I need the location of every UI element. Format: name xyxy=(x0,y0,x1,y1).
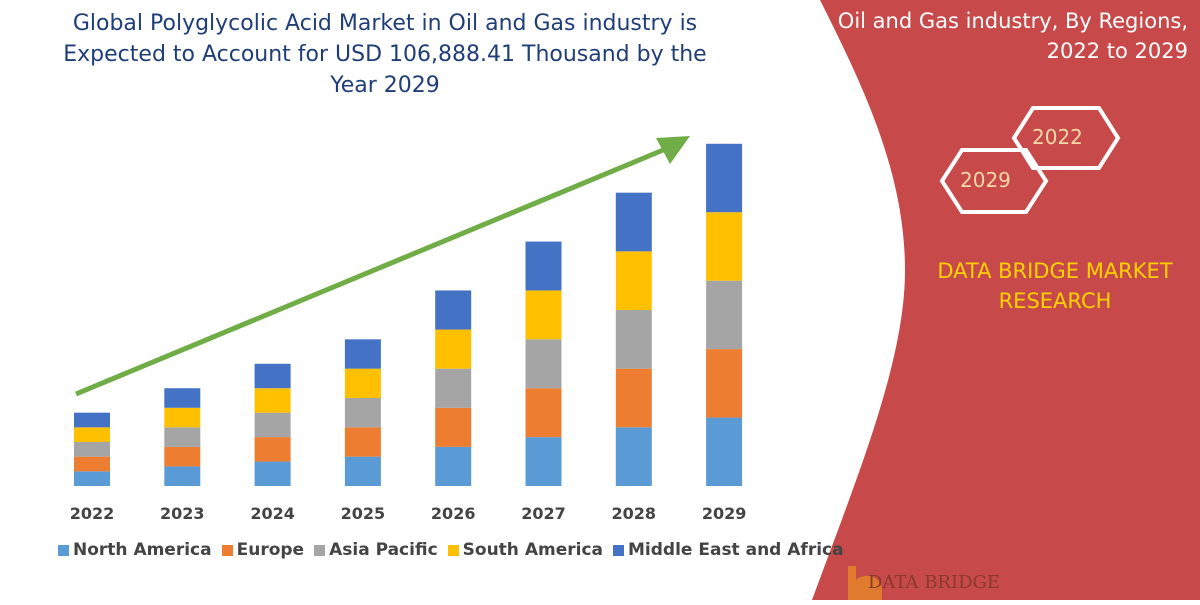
bar-segment-2023-1 xyxy=(164,446,201,467)
legend-item: North America xyxy=(58,540,212,560)
bar-segment-2025-2 xyxy=(344,398,381,428)
bar-segment-2029-0 xyxy=(706,417,743,486)
legend-swatch xyxy=(221,544,233,556)
trend-arrow-icon xyxy=(656,136,690,164)
bar-segment-2025-1 xyxy=(344,427,381,457)
bar-segment-2029-4 xyxy=(706,143,743,213)
bar-segment-2027-1 xyxy=(525,388,562,438)
chart-title: Global Polyglycolic Acid Market in Oil a… xyxy=(63,11,707,98)
bar-segment-2028-1 xyxy=(615,368,652,428)
bar-segment-2026-3 xyxy=(435,329,472,369)
bar-segment-2028-3 xyxy=(615,251,652,310)
bar-segment-2022-3 xyxy=(74,427,110,442)
bar-segment-2023-4 xyxy=(164,388,201,408)
bar-segment-2029-2 xyxy=(706,280,743,350)
bar-segment-2029-1 xyxy=(706,349,743,418)
bar-segment-2023-0 xyxy=(164,466,201,486)
hex-label-2022: 2022 xyxy=(1032,125,1083,149)
bar-segment-2028-4 xyxy=(615,192,652,252)
bar-segment-2022-0 xyxy=(74,471,110,486)
bar-segment-2027-4 xyxy=(525,241,562,291)
legend-item: South America xyxy=(447,540,603,560)
hexagon-2029-icon xyxy=(939,148,1049,214)
bar-segment-2022-1 xyxy=(74,456,110,472)
brand-line1: DATA BRIDGE MARKET xyxy=(937,259,1173,283)
bar-segment-2026-4 xyxy=(435,290,472,330)
x-tick-label: 2024 xyxy=(250,504,295,523)
legend-item: Europe xyxy=(221,540,305,560)
hex-label-2029: 2029 xyxy=(960,168,1011,192)
bar-segment-2026-2 xyxy=(435,368,472,408)
bar-segment-2027-3 xyxy=(525,290,562,340)
bar-segment-2022-4 xyxy=(74,412,110,428)
brand-line2: RESEARCH xyxy=(998,289,1112,313)
x-tick-label: 2022 xyxy=(70,504,115,523)
legend-swatch xyxy=(447,544,459,556)
x-tick-label: 2026 xyxy=(431,504,476,523)
bar-segment-2024-2 xyxy=(254,412,291,438)
legend-label: Europe xyxy=(236,540,305,560)
legend-label: North America xyxy=(73,540,212,560)
x-tick-label: 2027 xyxy=(521,504,566,523)
x-tick-label: 2029 xyxy=(702,504,747,523)
right-heading-line1: Oil and Gas industry, By Regions, xyxy=(837,9,1188,33)
bar-segment-2025-3 xyxy=(344,368,381,398)
legend-swatch xyxy=(58,544,69,556)
bar-segment-2024-1 xyxy=(254,437,291,462)
legend-item: Middle East and Africa xyxy=(613,540,844,560)
bar-segment-2025-4 xyxy=(344,339,381,369)
bar-segment-2023-3 xyxy=(164,407,201,428)
bar-segment-2024-3 xyxy=(254,388,291,413)
legend-item: Asia Pacific xyxy=(314,540,438,560)
hexagon-2022-icon xyxy=(1011,106,1121,170)
bar-segment-2025-0 xyxy=(344,456,381,486)
bar-segment-2027-2 xyxy=(525,339,562,389)
bar-segment-2022-2 xyxy=(74,442,110,457)
bar-segment-2028-2 xyxy=(615,310,652,369)
brand-name: DATA BRIDGE MARKET RESEARCH xyxy=(925,256,1185,316)
chart-legend: North America Europe Asia Pacific South Ame… xyxy=(58,540,844,560)
bar-segment-2029-3 xyxy=(706,212,743,281)
right-heading-line2: 2022 to 2029 xyxy=(1046,39,1188,63)
bar-segment-2023-2 xyxy=(164,427,201,447)
trend-arrow-line xyxy=(75,145,669,397)
legend-swatch xyxy=(314,544,326,556)
legend-label: Middle East and Africa xyxy=(628,540,844,560)
bar-segment-2024-4 xyxy=(254,363,291,389)
bar-segment-2024-0 xyxy=(254,461,291,486)
x-tick-label: 2028 xyxy=(612,504,657,523)
x-tick-label: 2025 xyxy=(341,504,386,523)
x-tick-label: 2023 xyxy=(160,504,205,523)
bar-segment-2027-0 xyxy=(525,437,562,486)
right-red-panel xyxy=(812,0,1200,600)
logo-text: DATA BRIDGE xyxy=(868,572,1001,593)
bar-segment-2028-0 xyxy=(615,427,652,486)
legend-label: Asia Pacific xyxy=(329,540,438,560)
bar-segment-2026-1 xyxy=(435,407,472,447)
bar-segment-2026-0 xyxy=(435,446,472,486)
legend-swatch xyxy=(613,544,624,556)
logo-icon xyxy=(848,566,882,600)
legend-label: South America xyxy=(462,540,603,560)
stacked-bar-chart: 2022 2023 2024 2025 2026 2027 2028 2029 xyxy=(70,136,747,523)
right-panel-heading: Oil and Gas industry, By Regions, 2022 t… xyxy=(828,6,1188,66)
